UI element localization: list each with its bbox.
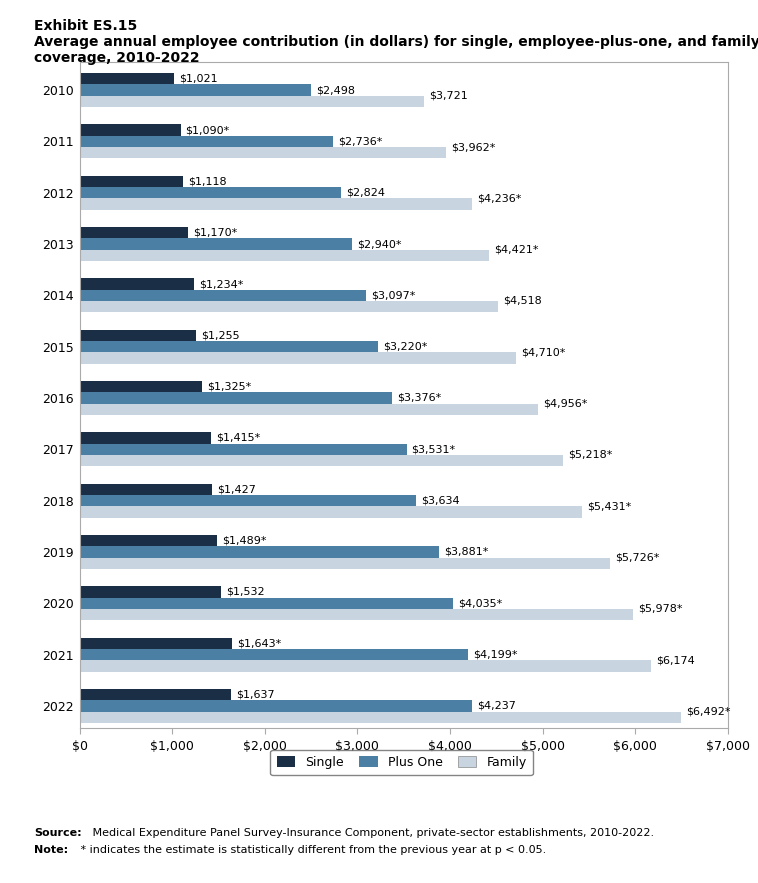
Text: $4,956*: $4,956* xyxy=(543,398,588,409)
Text: $5,726*: $5,726* xyxy=(615,553,659,562)
Text: $5,218*: $5,218* xyxy=(568,450,612,460)
Text: $3,220*: $3,220* xyxy=(383,342,428,351)
Bar xyxy=(80,484,211,495)
Bar xyxy=(80,95,424,107)
Text: Source:: Source: xyxy=(34,828,82,838)
Bar xyxy=(80,712,681,723)
Text: $1,325*: $1,325* xyxy=(208,381,252,392)
Text: $1,234*: $1,234* xyxy=(199,279,243,289)
Bar xyxy=(80,187,341,199)
Bar xyxy=(80,250,489,261)
Bar xyxy=(80,689,231,700)
Bar xyxy=(80,199,471,209)
Text: $1,021: $1,021 xyxy=(179,74,218,84)
Bar xyxy=(80,433,211,443)
Bar xyxy=(80,176,183,187)
Text: coverage, 2010-2022: coverage, 2010-2022 xyxy=(34,51,200,65)
Text: $4,236*: $4,236* xyxy=(477,193,522,203)
Text: $1,532: $1,532 xyxy=(227,587,265,597)
Text: $3,531*: $3,531* xyxy=(412,444,456,454)
Text: Exhibit ES.15: Exhibit ES.15 xyxy=(34,19,137,34)
Text: $6,174: $6,174 xyxy=(656,655,695,665)
Bar xyxy=(80,700,472,712)
Bar xyxy=(80,649,468,660)
Bar xyxy=(80,586,221,598)
Text: $1,489*: $1,489* xyxy=(223,536,267,546)
Bar xyxy=(80,136,333,147)
Bar xyxy=(80,329,196,341)
Bar xyxy=(80,227,188,238)
Text: Note:: Note: xyxy=(34,845,68,855)
Text: $1,643*: $1,643* xyxy=(236,638,281,648)
Text: $3,376*: $3,376* xyxy=(397,393,441,403)
Bar xyxy=(80,660,651,671)
Text: $4,199*: $4,199* xyxy=(474,650,518,660)
Bar xyxy=(80,290,366,301)
Text: $4,035*: $4,035* xyxy=(459,599,503,608)
Text: $1,427: $1,427 xyxy=(217,484,255,494)
Text: * indicates the estimate is statistically different from the previous year at p : * indicates the estimate is statisticall… xyxy=(77,845,547,855)
Text: $5,978*: $5,978* xyxy=(638,604,683,614)
Bar xyxy=(80,125,180,136)
Text: $1,255: $1,255 xyxy=(201,330,240,340)
Text: $1,090*: $1,090* xyxy=(186,125,230,135)
Text: $4,237: $4,237 xyxy=(477,701,516,711)
Text: $1,170*: $1,170* xyxy=(193,228,237,238)
Text: $3,097*: $3,097* xyxy=(371,291,416,300)
Bar xyxy=(80,455,562,466)
Bar xyxy=(80,238,352,250)
Text: Medical Expenditure Panel Survey-Insurance Component, private-sector establishme: Medical Expenditure Panel Survey-Insuran… xyxy=(89,828,654,838)
Text: $1,118: $1,118 xyxy=(188,177,227,186)
Bar xyxy=(80,557,609,569)
Bar xyxy=(80,535,218,547)
Bar xyxy=(80,341,377,352)
Bar xyxy=(80,506,582,517)
Bar xyxy=(80,495,416,506)
Bar xyxy=(80,381,202,392)
Text: $2,824: $2,824 xyxy=(346,188,385,198)
Text: $2,736*: $2,736* xyxy=(338,136,382,147)
Bar xyxy=(80,609,633,620)
Bar xyxy=(80,147,446,158)
Bar xyxy=(80,85,311,95)
Bar xyxy=(80,638,232,649)
Bar xyxy=(80,73,174,85)
Text: $6,492*: $6,492* xyxy=(686,706,730,716)
Text: $3,962*: $3,962* xyxy=(452,142,496,152)
Bar xyxy=(80,404,538,415)
Text: $2,498: $2,498 xyxy=(316,85,355,95)
Text: $4,710*: $4,710* xyxy=(521,347,565,358)
Text: Average annual employee contribution (in dollars) for single, employee-plus-one,: Average annual employee contribution (in… xyxy=(34,35,758,49)
Text: $1,637: $1,637 xyxy=(236,690,275,699)
Bar xyxy=(80,547,439,557)
Text: $4,421*: $4,421* xyxy=(494,245,538,254)
Text: $3,721: $3,721 xyxy=(429,91,468,101)
Text: $4,518: $4,518 xyxy=(503,296,542,306)
Text: $1,415*: $1,415* xyxy=(216,433,260,443)
Legend: Single, Plus One, Family: Single, Plus One, Family xyxy=(271,750,533,775)
Text: $3,634: $3,634 xyxy=(421,495,460,506)
Bar xyxy=(80,278,194,290)
Bar xyxy=(80,352,515,364)
Bar xyxy=(80,443,406,455)
Bar xyxy=(80,301,498,313)
Bar xyxy=(80,598,453,609)
Bar xyxy=(80,392,392,404)
Text: $3,881*: $3,881* xyxy=(444,547,488,557)
Text: $2,940*: $2,940* xyxy=(357,239,402,249)
Text: $5,431*: $5,431* xyxy=(587,502,631,511)
